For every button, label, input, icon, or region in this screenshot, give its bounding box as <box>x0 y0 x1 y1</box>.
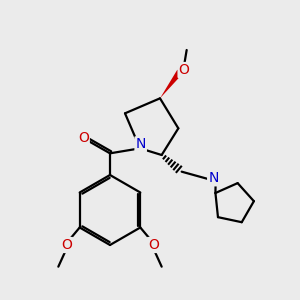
Text: O: O <box>78 131 89 145</box>
Text: N: N <box>136 137 146 151</box>
Text: O: O <box>61 238 72 252</box>
Text: N: N <box>208 171 218 185</box>
Text: O: O <box>178 63 189 77</box>
Text: O: O <box>148 238 159 252</box>
Polygon shape <box>160 70 183 98</box>
